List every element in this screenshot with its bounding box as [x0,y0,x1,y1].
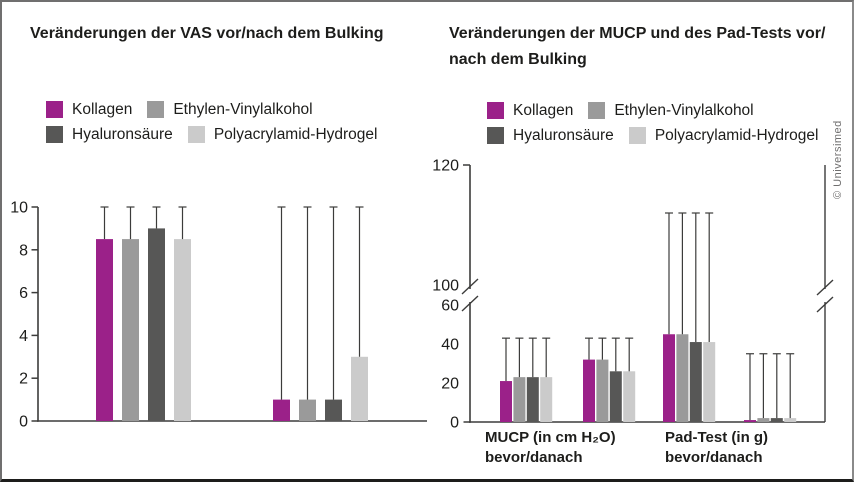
vas-y-tick-label: 6 [19,285,28,302]
axis-break-icon [816,279,834,296]
axis-break-icon [816,296,834,313]
legend-swatch-ethylen-vinylalkohol [147,101,165,118]
mucp-chart-title-line2: nach dem Bulking [449,51,587,68]
legend-label-hyaluronsaeure: Hyaluronsäure [72,125,173,143]
bar [703,342,716,422]
bar [770,418,783,422]
bar [122,239,139,421]
bar [757,418,770,422]
legend-swatch-kollagen [46,101,63,118]
legend-swatch-hyaluronsaeure [46,126,63,143]
legend-label-kollagen: Kollagen [72,100,133,118]
mucp-y-tick-label: 60 [441,298,459,315]
vas-y-tick-label: 8 [19,242,28,259]
legend-swatch-hyaluronsaeure [487,127,504,144]
bar [526,377,539,422]
mucp-y-tick-label: 20 [441,376,459,393]
bar [596,359,609,422]
legend-label-kollagen: Kollagen [513,101,574,119]
pad-test-axis-group-label-line2: bevor/danach [665,449,763,466]
mucp-legend: Kollagen Ethylen-Vinylalkohol Hyaluronsä… [487,98,833,148]
legend-label-ethylen-vinylalkohol: Ethylen-Vinylalkohol [173,100,313,118]
mucp-y-tick-label: 120 [432,158,459,175]
legend-label-polyacrylamid-hydrogel: Polyacrylamid-Hydrogel [654,126,819,144]
mucp-y-tick-label: 100 [432,278,459,295]
bar [513,377,526,422]
mucp-axis-group-label-line1: MUCP (in cm H₂O) [485,429,616,446]
vas-y-tick-label: 10 [10,200,28,217]
bar [96,239,113,421]
bar [148,228,165,421]
vas-chart-title: Veränderungen der VAS vor/nach dem Bulki… [30,21,430,47]
legend-row: Hyaluronsäure Polyacrylamid-Hydrogel [487,123,833,148]
vas-y-tick-label: 2 [19,371,28,388]
legend-swatch-polyacrylamid-hydrogel [628,127,646,144]
bar [273,399,290,421]
pad-test-axis-group-label-line1: Pad-Test (in g) [665,429,769,446]
bar [623,371,636,422]
legend-row: Kollagen Ethylen-Vinylalkohol [46,97,392,122]
axis-break-icon [461,295,479,312]
legend-swatch-polyacrylamid-hydrogel [187,126,205,143]
legend-label-ethylen-vinylalkohol: Ethylen-Vinylalkohol [614,101,754,119]
mucp-y-tick-label: 0 [450,415,459,432]
legend-row: Hyaluronsäure Polyacrylamid-Hydrogel [46,122,392,147]
mucp-chart-title-line1: Veränderungen der MUCP und des Pad-Tests… [449,25,826,42]
vas-chart-title-line: Veränderungen der VAS vor/nach dem Bulki… [30,25,384,42]
bar [500,381,512,422]
bar [609,371,622,422]
bar [540,377,553,422]
pad-test-axis-group-label: Pad-Test (in g) bevor/danach [665,428,768,468]
bar [744,420,756,422]
legend-swatch-ethylen-vinylalkohol [588,102,606,119]
copyright-credit: © Universimed [832,120,844,199]
vas-y-tick-label: 0 [19,414,28,431]
bar [689,342,702,422]
bar [663,334,675,422]
legend-label-polyacrylamid-hydrogel: Polyacrylamid-Hydrogel [213,125,378,143]
bar [676,334,689,422]
mucp-axis-group-label-line2: bevor/danach [485,449,583,466]
legend-label-hyaluronsaeure: Hyaluronsäure [513,126,614,144]
legend-row: Kollagen Ethylen-Vinylalkohol [487,98,833,123]
bar [174,239,191,421]
bar [299,399,316,421]
bar [583,359,595,422]
bar [351,356,368,421]
bar [784,418,797,422]
axis-break-icon [461,278,479,295]
vas-y-tick-label: 4 [19,328,28,345]
legend-swatch-kollagen [487,102,504,119]
mucp-chart-title: Veränderungen der MUCP und des Pad-Tests… [449,21,834,73]
vas-legend: Kollagen Ethylen-Vinylalkohol Hyaluronsä… [46,97,392,147]
bar [325,399,342,421]
mucp-axis-group-label: MUCP (in cm H₂O) bevor/danach [485,428,616,468]
mucp-y-tick-label: 40 [441,337,459,354]
